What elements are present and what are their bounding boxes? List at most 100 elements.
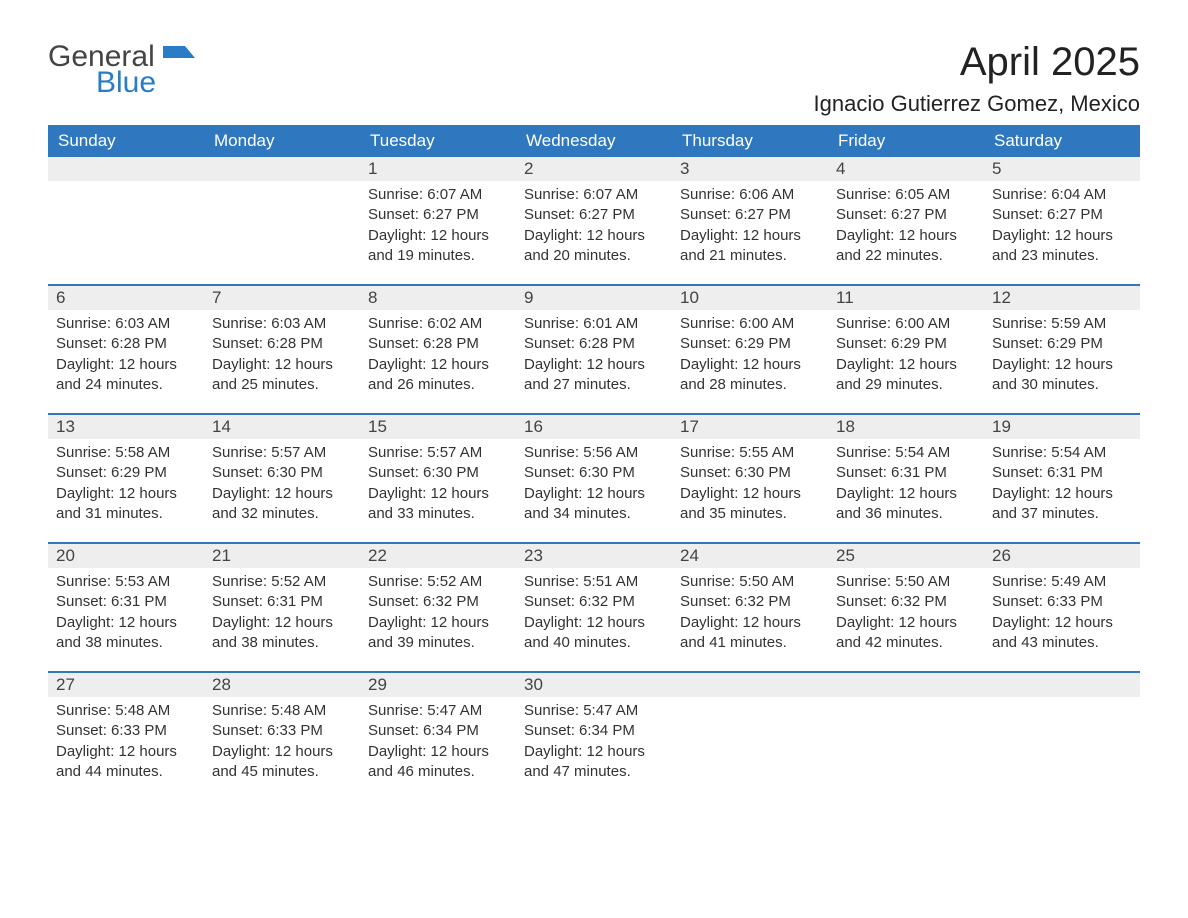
day-content-cell: Sunrise: 5:50 AMSunset: 6:32 PMDaylight:…: [672, 568, 828, 672]
daylight-line: Daylight: 12 hours and 30 minutes.: [992, 355, 1132, 396]
day-content-cell: Sunrise: 5:57 AMSunset: 6:30 PMDaylight:…: [360, 439, 516, 543]
daylight-line: Daylight: 12 hours and 44 minutes.: [56, 742, 196, 783]
sunrise-line: Sunrise: 5:57 AM: [212, 443, 352, 463]
day-number-cell: 28: [204, 672, 360, 697]
logo-flag-icon: [163, 46, 195, 66]
sunrise-line: Sunrise: 5:50 AM: [836, 572, 976, 592]
sunrise-line: Sunrise: 5:53 AM: [56, 572, 196, 592]
daylight-line: Daylight: 12 hours and 23 minutes.: [992, 226, 1132, 267]
header: General Blue April 2025 Ignacio Gutierre…: [48, 40, 1140, 117]
day-number-cell: 21: [204, 543, 360, 568]
daylight-line: Daylight: 12 hours and 35 minutes.: [680, 484, 820, 525]
calendar-table: SundayMondayTuesdayWednesdayThursdayFrid…: [48, 125, 1140, 800]
sunset-line: Sunset: 6:28 PM: [368, 334, 508, 354]
day-content-cell: Sunrise: 5:52 AMSunset: 6:31 PMDaylight:…: [204, 568, 360, 672]
sunrise-line: Sunrise: 6:03 AM: [212, 314, 352, 334]
daylight-line: Daylight: 12 hours and 41 minutes.: [680, 613, 820, 654]
week-number-row: 12345: [48, 157, 1140, 181]
day-content-cell: Sunrise: 5:51 AMSunset: 6:32 PMDaylight:…: [516, 568, 672, 672]
sunset-line: Sunset: 6:32 PM: [524, 592, 664, 612]
sunset-line: Sunset: 6:28 PM: [56, 334, 196, 354]
sunset-line: Sunset: 6:29 PM: [836, 334, 976, 354]
sunrise-line: Sunrise: 5:50 AM: [680, 572, 820, 592]
day-number-cell: 30: [516, 672, 672, 697]
month-title: April 2025: [814, 40, 1140, 85]
week-number-row: 13141516171819: [48, 414, 1140, 439]
day-content-cell: Sunrise: 5:47 AMSunset: 6:34 PMDaylight:…: [516, 697, 672, 800]
day-number-cell: 6: [48, 285, 204, 310]
sunrise-line: Sunrise: 5:48 AM: [212, 701, 352, 721]
week-content-row: Sunrise: 5:58 AMSunset: 6:29 PMDaylight:…: [48, 439, 1140, 543]
sunrise-line: Sunrise: 5:52 AM: [368, 572, 508, 592]
day-content-cell: Sunrise: 5:57 AMSunset: 6:30 PMDaylight:…: [204, 439, 360, 543]
day-header: Saturday: [984, 125, 1140, 157]
day-content-cell: Sunrise: 5:48 AMSunset: 6:33 PMDaylight:…: [204, 697, 360, 800]
sunrise-line: Sunrise: 6:07 AM: [368, 185, 508, 205]
week-content-row: Sunrise: 6:07 AMSunset: 6:27 PMDaylight:…: [48, 181, 1140, 285]
sunrise-line: Sunrise: 5:52 AM: [212, 572, 352, 592]
sunset-line: Sunset: 6:30 PM: [680, 463, 820, 483]
daylight-line: Daylight: 12 hours and 34 minutes.: [524, 484, 664, 525]
logo-text-blue: Blue: [96, 68, 195, 98]
daylight-line: Daylight: 12 hours and 26 minutes.: [368, 355, 508, 396]
day-content-cell: [828, 697, 984, 800]
sunrise-line: Sunrise: 5:51 AM: [524, 572, 664, 592]
day-content-cell: Sunrise: 5:58 AMSunset: 6:29 PMDaylight:…: [48, 439, 204, 543]
day-content-cell: Sunrise: 5:54 AMSunset: 6:31 PMDaylight:…: [984, 439, 1140, 543]
day-content-cell: [672, 697, 828, 800]
daylight-line: Daylight: 12 hours and 46 minutes.: [368, 742, 508, 783]
daylight-line: Daylight: 12 hours and 31 minutes.: [56, 484, 196, 525]
day-content-cell: Sunrise: 6:00 AMSunset: 6:29 PMDaylight:…: [672, 310, 828, 414]
day-content-cell: Sunrise: 6:07 AMSunset: 6:27 PMDaylight:…: [516, 181, 672, 285]
sunrise-line: Sunrise: 6:04 AM: [992, 185, 1132, 205]
sunset-line: Sunset: 6:27 PM: [680, 205, 820, 225]
sunset-line: Sunset: 6:32 PM: [368, 592, 508, 612]
sunset-line: Sunset: 6:31 PM: [836, 463, 976, 483]
sunset-line: Sunset: 6:27 PM: [992, 205, 1132, 225]
day-content-cell: Sunrise: 5:53 AMSunset: 6:31 PMDaylight:…: [48, 568, 204, 672]
daylight-line: Daylight: 12 hours and 25 minutes.: [212, 355, 352, 396]
day-number-cell: 8: [360, 285, 516, 310]
daylight-line: Daylight: 12 hours and 36 minutes.: [836, 484, 976, 525]
logo: General Blue: [48, 40, 195, 98]
daylight-line: Daylight: 12 hours and 33 minutes.: [368, 484, 508, 525]
week-number-row: 27282930: [48, 672, 1140, 697]
sunset-line: Sunset: 6:31 PM: [992, 463, 1132, 483]
sunrise-line: Sunrise: 5:56 AM: [524, 443, 664, 463]
day-number-cell: 23: [516, 543, 672, 568]
day-content-cell: Sunrise: 5:54 AMSunset: 6:31 PMDaylight:…: [828, 439, 984, 543]
sunset-line: Sunset: 6:29 PM: [56, 463, 196, 483]
sunset-line: Sunset: 6:33 PM: [212, 721, 352, 741]
day-content-cell: Sunrise: 5:55 AMSunset: 6:30 PMDaylight:…: [672, 439, 828, 543]
day-number-cell: 14: [204, 414, 360, 439]
daylight-line: Daylight: 12 hours and 19 minutes.: [368, 226, 508, 267]
day-content-cell: Sunrise: 5:47 AMSunset: 6:34 PMDaylight:…: [360, 697, 516, 800]
day-number-cell: 5: [984, 157, 1140, 181]
daylight-line: Daylight: 12 hours and 45 minutes.: [212, 742, 352, 783]
daylight-line: Daylight: 12 hours and 38 minutes.: [212, 613, 352, 654]
day-number-cell: 19: [984, 414, 1140, 439]
daylight-line: Daylight: 12 hours and 32 minutes.: [212, 484, 352, 525]
sunrise-line: Sunrise: 5:55 AM: [680, 443, 820, 463]
sunrise-line: Sunrise: 5:59 AM: [992, 314, 1132, 334]
day-content-cell: Sunrise: 6:07 AMSunset: 6:27 PMDaylight:…: [360, 181, 516, 285]
sunrise-line: Sunrise: 5:47 AM: [524, 701, 664, 721]
sunset-line: Sunset: 6:27 PM: [368, 205, 508, 225]
day-content-cell: Sunrise: 5:52 AMSunset: 6:32 PMDaylight:…: [360, 568, 516, 672]
day-number-cell: 10: [672, 285, 828, 310]
sunset-line: Sunset: 6:30 PM: [368, 463, 508, 483]
daylight-line: Daylight: 12 hours and 22 minutes.: [836, 226, 976, 267]
day-number-cell: 2: [516, 157, 672, 181]
day-number-cell: 7: [204, 285, 360, 310]
day-content-cell: [204, 181, 360, 285]
sunrise-line: Sunrise: 5:54 AM: [836, 443, 976, 463]
sunset-line: Sunset: 6:33 PM: [992, 592, 1132, 612]
week-number-row: 6789101112: [48, 285, 1140, 310]
day-content-cell: Sunrise: 6:05 AMSunset: 6:27 PMDaylight:…: [828, 181, 984, 285]
week-content-row: Sunrise: 5:53 AMSunset: 6:31 PMDaylight:…: [48, 568, 1140, 672]
sunrise-line: Sunrise: 5:54 AM: [992, 443, 1132, 463]
daylight-line: Daylight: 12 hours and 47 minutes.: [524, 742, 664, 783]
daylight-line: Daylight: 12 hours and 29 minutes.: [836, 355, 976, 396]
day-content-cell: Sunrise: 6:03 AMSunset: 6:28 PMDaylight:…: [48, 310, 204, 414]
sunset-line: Sunset: 6:32 PM: [680, 592, 820, 612]
